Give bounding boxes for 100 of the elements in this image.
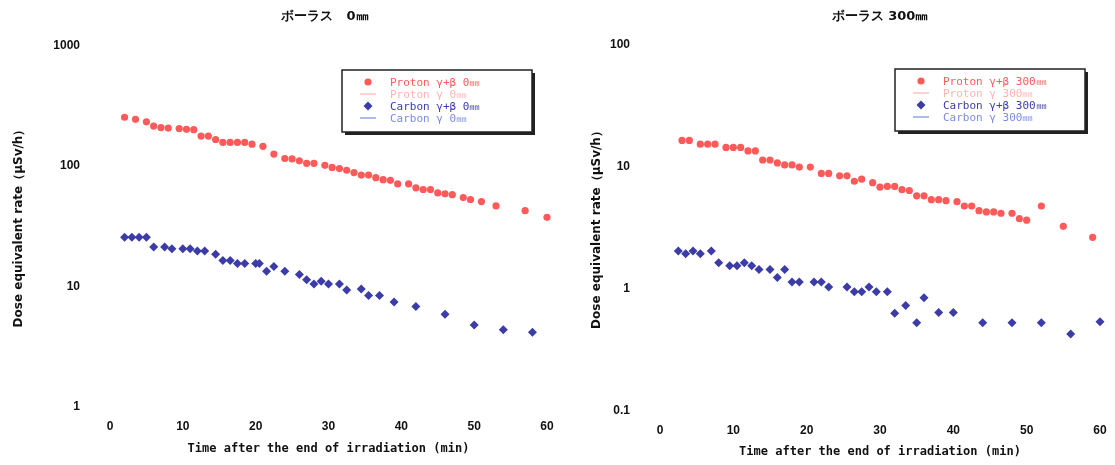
point	[732, 261, 742, 271]
point	[836, 172, 844, 180]
point	[288, 155, 296, 163]
point	[190, 126, 198, 134]
chart-title: ボーラス 0㎜	[280, 8, 369, 23]
point	[120, 113, 129, 121]
point	[211, 249, 221, 259]
point	[704, 140, 712, 148]
point	[857, 287, 867, 297]
x-tick-label: 30	[873, 423, 887, 437]
point	[212, 135, 220, 144]
point	[968, 202, 976, 210]
point	[324, 279, 333, 289]
point	[871, 287, 881, 297]
point	[788, 161, 796, 169]
y-tick-label: 1000	[53, 38, 81, 52]
point	[765, 264, 775, 274]
point	[722, 143, 730, 152]
point	[459, 193, 467, 202]
point	[232, 258, 242, 268]
point	[711, 140, 719, 148]
point	[150, 122, 158, 130]
y-axis-title: Dose equivalent rate（μSv/h）	[11, 123, 25, 328]
point	[794, 277, 804, 287]
point	[891, 182, 899, 191]
point	[316, 276, 326, 286]
point	[160, 242, 170, 252]
point	[912, 318, 922, 328]
y-tick-label: 1	[73, 399, 81, 413]
point	[372, 174, 380, 182]
point	[787, 277, 797, 287]
point	[1095, 317, 1105, 327]
point	[412, 184, 420, 192]
y-tick-label: 0.1	[613, 403, 631, 417]
point	[469, 320, 479, 330]
point	[426, 185, 435, 194]
point	[233, 138, 242, 147]
chart-title: ボーラス 300㎜	[830, 8, 929, 23]
point	[527, 327, 537, 337]
point	[134, 232, 144, 242]
x-tick-label: 20	[799, 423, 814, 437]
point	[394, 180, 402, 188]
point	[890, 308, 900, 318]
point	[295, 157, 303, 165]
point	[806, 163, 814, 171]
point	[434, 189, 442, 197]
point	[350, 169, 358, 177]
point	[990, 208, 998, 216]
point	[1007, 318, 1017, 328]
point	[754, 264, 764, 274]
point	[982, 208, 990, 216]
point	[448, 191, 456, 199]
point	[219, 138, 227, 147]
point	[241, 138, 249, 147]
point	[849, 287, 859, 297]
legend-label: Carbon γ 0㎜	[390, 112, 468, 125]
y-tick-label: 1	[623, 281, 631, 295]
point	[498, 325, 508, 335]
x-tick-label: 20	[248, 419, 263, 433]
point	[695, 249, 705, 259]
point	[975, 207, 983, 215]
point	[772, 272, 782, 282]
y-axis-title: Dose equivalent rate（μSv/h）	[589, 125, 603, 329]
point	[310, 159, 318, 167]
point	[706, 246, 716, 256]
point	[729, 143, 737, 152]
point	[357, 171, 365, 179]
x-tick-label: 10	[176, 419, 190, 433]
point	[302, 275, 312, 285]
point	[927, 196, 935, 204]
point	[197, 132, 205, 140]
x-axis-title: Time after the end of irradiation (min)	[187, 441, 470, 455]
point	[739, 258, 749, 268]
x-tick-label: 50	[467, 419, 482, 433]
x-tick-label: 30	[321, 419, 336, 433]
legend-label: Carbon γ+β 300㎜	[943, 99, 1047, 112]
point	[905, 186, 913, 195]
y-tick-label: 100	[609, 37, 631, 51]
point	[714, 258, 724, 268]
point	[960, 202, 968, 210]
point	[157, 123, 165, 132]
point	[141, 232, 151, 242]
point	[901, 300, 911, 310]
point	[521, 207, 529, 215]
point	[321, 161, 329, 169]
point	[269, 262, 279, 272]
point	[142, 118, 151, 126]
point	[270, 150, 278, 158]
point	[864, 282, 874, 292]
point	[477, 197, 486, 206]
point	[342, 285, 352, 295]
point	[182, 125, 191, 133]
point	[759, 156, 767, 164]
point	[673, 246, 683, 256]
point	[178, 244, 188, 254]
point	[334, 279, 344, 289]
point	[685, 136, 693, 145]
point	[688, 246, 698, 256]
point	[411, 302, 421, 312]
point	[226, 138, 234, 147]
